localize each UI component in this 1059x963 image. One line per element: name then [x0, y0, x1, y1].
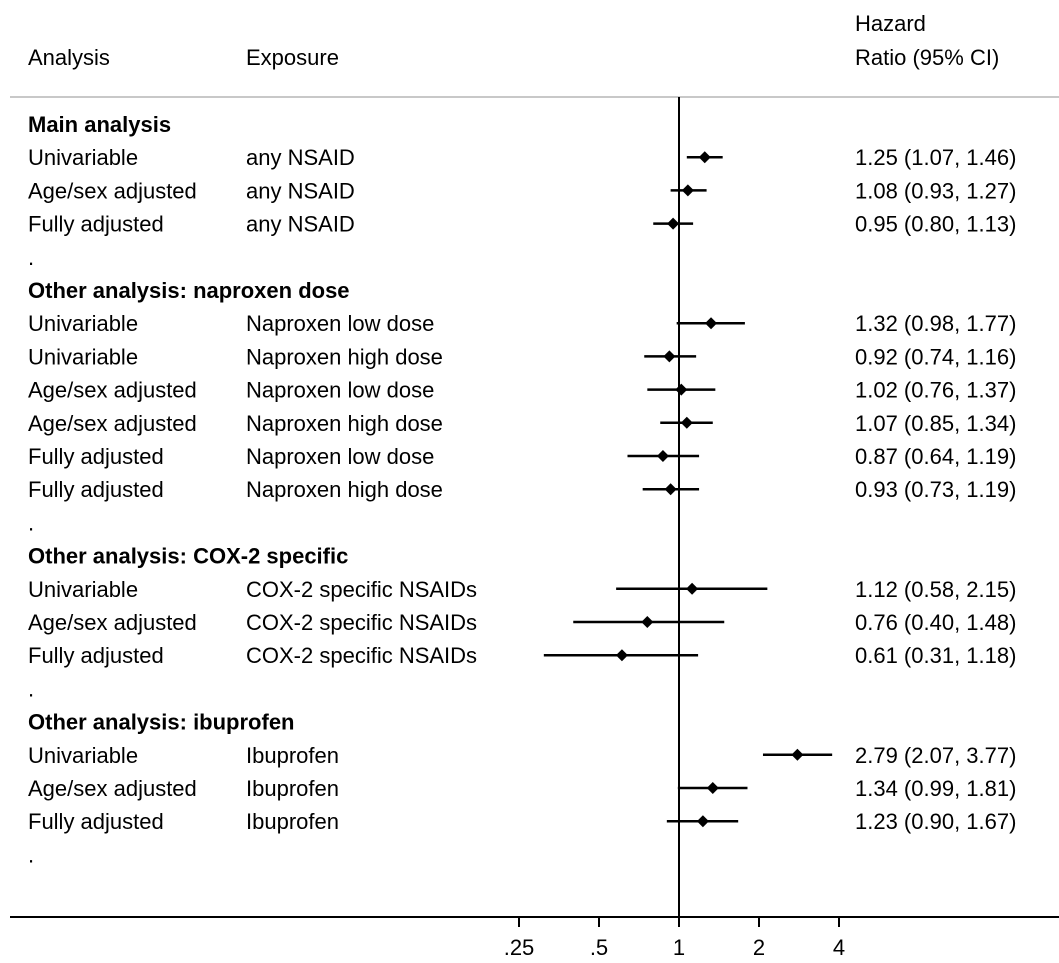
hazard-ratio-ci-label: 1.07 (0.85, 1.34): [855, 411, 1016, 436]
exposure-label: Naproxen low dose: [246, 311, 434, 336]
hazard-ratio-ci-label: 1.34 (0.99, 1.81): [855, 776, 1016, 801]
spacer-dot: .: [28, 510, 34, 535]
x-axis-tick-label: .5: [590, 935, 608, 960]
point-estimate-marker: [663, 350, 676, 363]
hazard-ratio-ci-label: 1.02 (0.76, 1.37): [855, 378, 1016, 403]
x-axis-tick-label: 2: [753, 935, 765, 960]
analysis-label: Age/sex adjusted: [28, 776, 197, 801]
point-estimate-marker: [681, 184, 694, 197]
exposure-label: Naproxen high dose: [246, 344, 443, 369]
analysis-label: Fully adjusted: [28, 212, 164, 237]
exposure-label: Ibuprofen: [246, 743, 339, 768]
exposure-label: COX-2 specific NSAIDs: [246, 577, 477, 602]
point-estimate-marker: [706, 782, 719, 794]
analysis-label: Age/sex adjusted: [28, 411, 197, 436]
exposure-label: Naproxen high dose: [246, 477, 443, 502]
exposure-label: Naproxen low dose: [246, 378, 434, 403]
hazard-ratio-ci-label: 0.92 (0.74, 1.16): [855, 344, 1016, 369]
analysis-label: Univariable: [28, 577, 138, 602]
analysis-label: Univariable: [28, 311, 138, 336]
section-header: Main analysis: [28, 112, 171, 137]
x-axis-tick-label: .25: [504, 935, 535, 960]
column-headers: Analysis Exposure Hazard Ratio (95% CI): [28, 11, 999, 70]
point-estimate-marker: [656, 450, 669, 462]
hazard-ratio-ci-label: 0.95 (0.80, 1.13): [855, 212, 1016, 237]
point-estimate-marker: [696, 815, 709, 828]
exposure-label: Naproxen low dose: [246, 444, 434, 469]
hazard-ratio-ci-label: 2.79 (2.07, 3.77): [855, 743, 1016, 768]
hazard-ratio-ci-label: 0.76 (0.40, 1.48): [855, 610, 1016, 635]
analysis-label: Fully adjusted: [28, 643, 164, 668]
hazard-ratio-ci-label: 1.12 (0.58, 2.15): [855, 577, 1016, 602]
section-header: Other analysis: naproxen dose: [28, 278, 350, 303]
exposure-label: COX-2 specific NSAIDs: [246, 610, 477, 635]
x-axis-tick-label: 1: [673, 935, 685, 960]
spacer-dot: .: [28, 842, 34, 867]
analysis-label: Univariable: [28, 145, 138, 170]
point-estimate-marker: [791, 748, 804, 761]
point-estimate-marker: [664, 483, 677, 496]
analysis-label: Fully adjusted: [28, 477, 164, 502]
analysis-label: Age/sex adjusted: [28, 610, 197, 635]
hazard-ratio-ci-label: 0.61 (0.31, 1.18): [855, 643, 1016, 668]
hazard-ratio-ci-label: 1.25 (1.07, 1.46): [855, 145, 1016, 170]
hazard-ratio-ci-label: 1.23 (0.90, 1.67): [855, 809, 1016, 834]
point-estimate-marker: [615, 649, 628, 662]
point-estimate-marker: [698, 151, 711, 164]
point-estimate-marker: [675, 383, 688, 396]
point-estimate-marker: [686, 582, 699, 595]
section-header: Other analysis: COX-2 specific: [28, 544, 348, 569]
analysis-label: Fully adjusted: [28, 444, 164, 469]
point-estimate-marker: [680, 416, 693, 429]
hazard-ratio-header-line1: Hazard: [855, 11, 926, 36]
hazard-ratio-ci-label: 0.87 (0.64, 1.19): [855, 444, 1016, 469]
exposure-label: Ibuprofen: [246, 776, 339, 801]
hazard-ratio-ci-label: 1.32 (0.98, 1.77): [855, 311, 1016, 336]
exposure-label: Naproxen high dose: [246, 411, 443, 436]
analysis-label: Age/sex adjusted: [28, 178, 197, 203]
point-estimate-marker: [705, 317, 718, 330]
analysis-label: Age/sex adjusted: [28, 378, 197, 403]
exposure-label: COX-2 specific NSAIDs: [246, 643, 477, 668]
x-axis-tick-label: 4: [833, 935, 845, 960]
analysis-label: Univariable: [28, 743, 138, 768]
x-axis: .25 .5 1 2 4: [10, 916, 1059, 960]
exposure-label: Ibuprofen: [246, 809, 339, 834]
hazard-ratio-ci-label: 0.93 (0.73, 1.19): [855, 477, 1016, 502]
point-estimate-marker: [641, 616, 654, 628]
exposure-label: any NSAID: [246, 178, 355, 203]
exposure-label: any NSAID: [246, 145, 355, 170]
exposure-column-header: Exposure: [246, 45, 339, 70]
analysis-label: Univariable: [28, 344, 138, 369]
exposure-label: any NSAID: [246, 212, 355, 237]
hazard-ratio-ci-label: 1.08 (0.93, 1.27): [855, 178, 1016, 203]
section-header: Other analysis: ibuprofen: [28, 710, 295, 735]
hazard-ratio-header-line2: Ratio (95% CI): [855, 45, 999, 70]
spacer-dot: .: [28, 676, 34, 701]
forest-rows: Main analysis Univariable any NSAID 1.25 (1…: [28, 97, 1016, 917]
analysis-label: Fully adjusted: [28, 809, 164, 834]
analysis-column-header: Analysis: [28, 45, 110, 70]
point-estimate-marker: [667, 217, 680, 230]
spacer-dot: .: [28, 245, 34, 270]
